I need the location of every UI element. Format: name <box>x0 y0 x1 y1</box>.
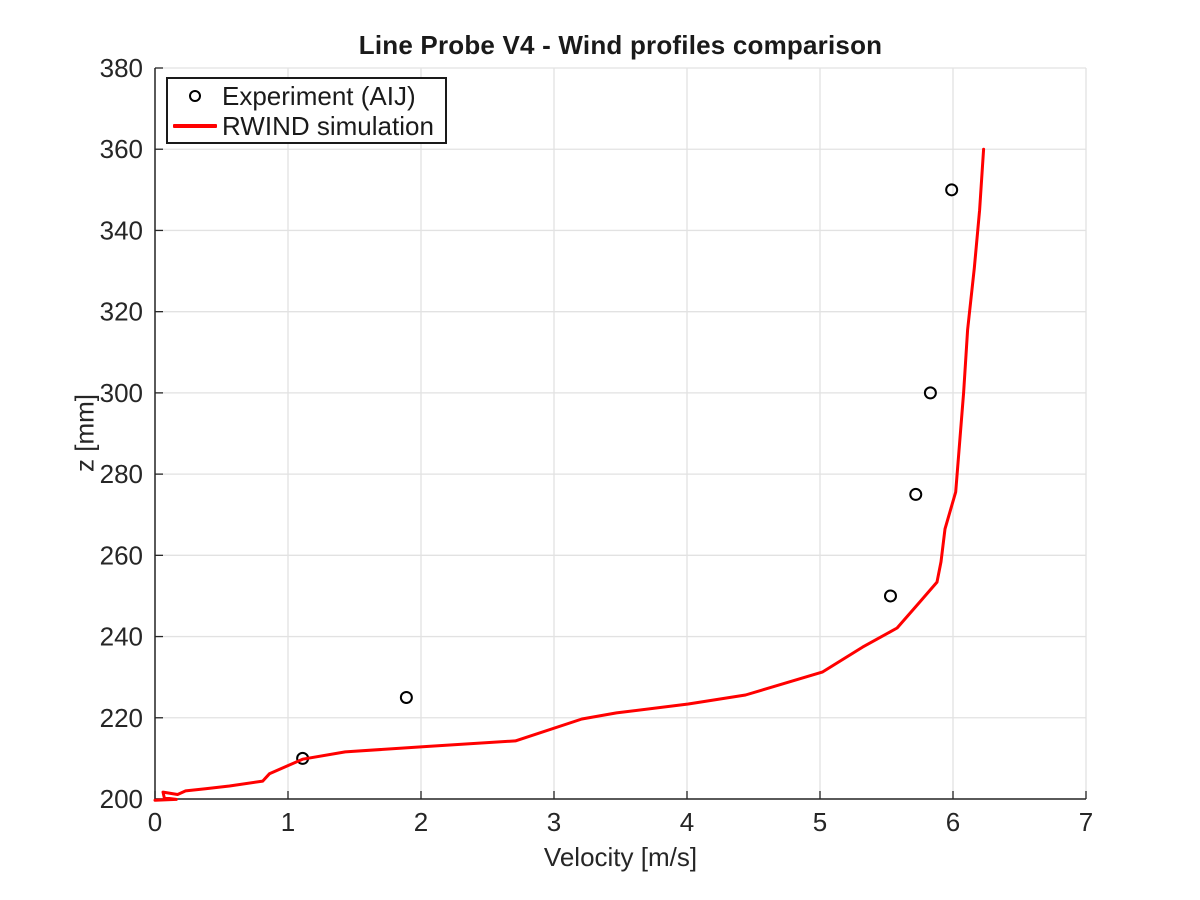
legend-item-experiment: Experiment (AIJ) <box>168 81 445 111</box>
x-tick-label: 5 <box>813 807 827 837</box>
y-tick-label: 320 <box>100 297 143 327</box>
y-tick-label: 200 <box>100 784 143 814</box>
legend-box: Experiment (AIJ) RWIND simulation <box>166 77 447 144</box>
y-tick-label: 220 <box>100 703 143 733</box>
y-axis-label: z [mm] <box>69 394 100 472</box>
experiment-point <box>909 487 923 501</box>
y-tick-label: 260 <box>100 540 143 570</box>
y-tick-label: 280 <box>100 459 143 489</box>
simulation-line <box>153 147 986 802</box>
chart-title: Line Probe V4 - Wind profiles comparison <box>358 30 883 60</box>
experiment-point <box>883 589 897 603</box>
x-tick-label: 4 <box>680 807 694 837</box>
legend-label-experiment: Experiment (AIJ) <box>222 80 416 111</box>
x-tick-label: 1 <box>281 807 295 837</box>
experiment-point <box>923 386 937 400</box>
x-axis-label: Velocity [m/s] <box>543 842 698 872</box>
x-tick-label: 2 <box>414 807 428 837</box>
y-tick-label: 300 <box>100 378 143 408</box>
open-circle-marker-icon <box>189 89 201 102</box>
x-tick-label: 6 <box>946 807 960 837</box>
y-tick-label: 380 <box>100 53 143 83</box>
red-line-marker-icon <box>173 123 217 128</box>
legend-marker-column <box>168 123 222 128</box>
legend-label-rwind: RWIND simulation <box>222 110 434 141</box>
x-tick-label: 3 <box>547 807 561 837</box>
y-tick-label: 240 <box>100 622 143 652</box>
legend-marker-column <box>168 88 222 104</box>
experiment-point <box>945 183 959 197</box>
legend-item-rwind: RWIND simulation <box>168 111 445 141</box>
x-tick-label: 0 <box>148 807 162 837</box>
y-tick-label: 340 <box>100 215 143 245</box>
x-tick-label: 7 <box>1079 807 1093 837</box>
y-tick-label: 360 <box>100 134 143 164</box>
experiment-point <box>399 690 413 704</box>
